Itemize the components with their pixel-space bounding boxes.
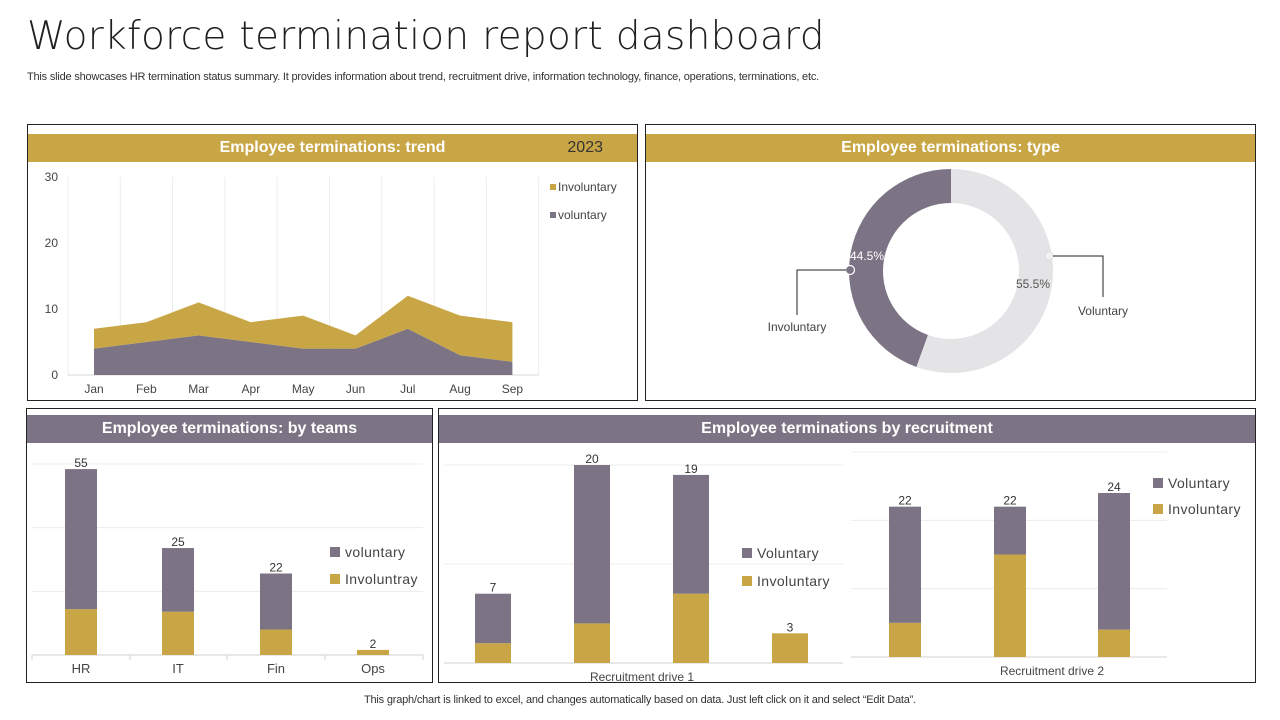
recruitment-panel-title: Employee terminations by recruitment xyxy=(701,420,993,437)
area-series-voluntary xyxy=(94,328,513,375)
bar-segment-voluntary xyxy=(162,548,194,612)
bar-segment-voluntary xyxy=(1098,493,1130,630)
bar-data-label: 20 xyxy=(585,452,599,466)
teams-chart[interactable]: 55 HR 25 IT 22 Fin 2 Ops voluntary Involuntray xyxy=(27,409,434,684)
bar-segment-voluntary xyxy=(673,474,709,594)
page-subtitle: This slide showcases HR termination stat… xyxy=(27,71,819,83)
bar-data-label: 19 xyxy=(684,462,698,476)
legend-label: Voluntary xyxy=(1168,475,1230,491)
area-series-involuntary xyxy=(94,295,513,362)
legend-label: Involuntary xyxy=(558,180,617,194)
donut-slice-voluntary xyxy=(916,169,1053,373)
trend-panel-header: Employee terminations: trend 2023 xyxy=(28,134,637,162)
bar-segment-involuntary xyxy=(475,643,511,663)
bar-data-label: 3 xyxy=(787,620,794,634)
bar-segment-involuntray xyxy=(65,609,97,655)
type-panel-title: Employee terminations: type xyxy=(841,139,1060,156)
bar-segment-voluntary xyxy=(889,506,921,623)
x-tick-label: Mar xyxy=(188,382,209,396)
bar-segment-involuntray xyxy=(162,611,194,655)
teams-panel-header: Employee terminations: by teams xyxy=(27,415,432,443)
y-tick-label: 0 xyxy=(51,368,58,382)
recruitment-panel: Employee terminations by recruitment 7 20… xyxy=(438,408,1257,684)
legend-label: Involuntray xyxy=(345,571,418,587)
x-tick-label: IT xyxy=(172,661,184,676)
bar-segment-involuntary xyxy=(889,622,921,657)
legend-swatch-voluntary xyxy=(742,548,752,558)
donut-value-label: 55.5% xyxy=(1016,277,1050,291)
legend-label: Involuntary xyxy=(1168,501,1241,517)
legend-label: Voluntary xyxy=(757,545,819,561)
legend-swatch-voluntary xyxy=(1153,478,1163,488)
teams-panel-title: Employee terminations: by teams xyxy=(101,420,358,437)
x-tick-label: Sep xyxy=(502,382,524,396)
bar-segment-involuntary xyxy=(1098,629,1130,657)
x-tick-label: Ops xyxy=(361,661,385,676)
bar-data-label: 22 xyxy=(1003,494,1017,508)
leader-dot-involuntary xyxy=(844,264,856,276)
bar-segment-voluntary xyxy=(65,469,97,610)
bar-data-label: 55 xyxy=(74,456,88,470)
page-title: Workforce termination report dashboard xyxy=(27,14,825,59)
donut-category-label: Involuntary xyxy=(768,320,827,334)
legend-swatch-voluntary xyxy=(330,547,340,557)
x-tick-label: Apr xyxy=(242,382,261,396)
donut-category-label: Voluntary xyxy=(1078,304,1128,318)
recruitment-panel-header: Employee terminations by recruitment xyxy=(439,415,1255,443)
bar-segment-involuntary xyxy=(673,593,709,663)
donut-slice-involuntary xyxy=(849,169,951,367)
type-panel-header: Employee terminations: type xyxy=(646,134,1255,162)
trend-year: 2023 xyxy=(567,139,603,156)
x-tick-label: May xyxy=(292,382,315,396)
legend-swatch-involuntary xyxy=(1153,504,1163,514)
x-tick-label: Aug xyxy=(449,382,470,396)
bar-segment-involuntray xyxy=(357,649,389,655)
bar-segment-involuntray xyxy=(260,629,292,655)
legend-label: Involuntary xyxy=(757,573,830,589)
leader-line-involuntary xyxy=(796,269,846,315)
x-axis-label: Recruitment drive 2 xyxy=(1000,664,1104,678)
type-panel: Employee terminations: type 44.5% 55.5% In… xyxy=(645,124,1256,401)
x-tick-label: Jan xyxy=(84,382,103,396)
legend-swatch-involuntray xyxy=(330,574,340,584)
legend-label: voluntary xyxy=(345,544,405,560)
legend-label: voluntary xyxy=(558,208,607,222)
bar-data-label: 2 xyxy=(370,637,377,651)
x-tick-label: Jul xyxy=(400,382,415,396)
y-tick-label: 10 xyxy=(45,302,59,316)
bar-segment-involuntary xyxy=(994,554,1026,657)
bar-data-label: 22 xyxy=(898,494,912,508)
bar-data-label: 22 xyxy=(269,561,283,575)
y-tick-label: 20 xyxy=(45,236,59,250)
leader-line-voluntary xyxy=(1053,255,1104,297)
bar-segment-voluntary xyxy=(475,593,511,644)
donut-value-label: 44.5% xyxy=(850,249,884,263)
bar-segment-voluntary xyxy=(994,506,1026,555)
bar-segment-involuntary xyxy=(772,633,808,663)
leader-dot-voluntary xyxy=(1044,251,1054,261)
x-tick-label: Jun xyxy=(346,382,365,396)
footer-note: This graph/chart is linked to excel, and… xyxy=(364,694,916,706)
bar-segment-involuntary xyxy=(574,623,610,663)
legend-swatch-involuntary xyxy=(742,576,752,586)
x-tick-label: Feb xyxy=(136,382,157,396)
trend-panel-title: Employee terminations: trend xyxy=(219,139,446,156)
x-axis-label: Recruitment drive 1 xyxy=(590,670,694,684)
trend-panel: Employee terminations: trend 2023 0 10 20 3… xyxy=(27,124,638,401)
y-tick-label: 30 xyxy=(45,170,59,184)
bar-segment-voluntary xyxy=(260,573,292,630)
recruitment-chart[interactable]: 7 20 19 3 Recruitment drive 1 Voluntary Involu… xyxy=(439,409,1257,684)
trend-chart[interactable]: 0 10 20 30 Jan Feb Mar Apr May Jun Jul Aug Sep Involu… xyxy=(28,125,639,402)
bar-data-label: 25 xyxy=(171,535,185,549)
legend-swatch-voluntary xyxy=(550,212,556,218)
legend-swatch-involuntary xyxy=(550,184,556,190)
bar-segment-voluntary xyxy=(574,465,610,624)
teams-panel: Employee terminations: by teams 55 HR 25 IT… xyxy=(26,408,433,683)
x-tick-label: HR xyxy=(72,661,91,676)
x-tick-label: Fin xyxy=(267,661,285,676)
bar-data-label: 7 xyxy=(490,581,497,595)
bar-data-label: 24 xyxy=(1107,480,1121,494)
type-chart[interactable]: 44.5% 55.5% Involuntary Voluntary xyxy=(646,125,1257,402)
